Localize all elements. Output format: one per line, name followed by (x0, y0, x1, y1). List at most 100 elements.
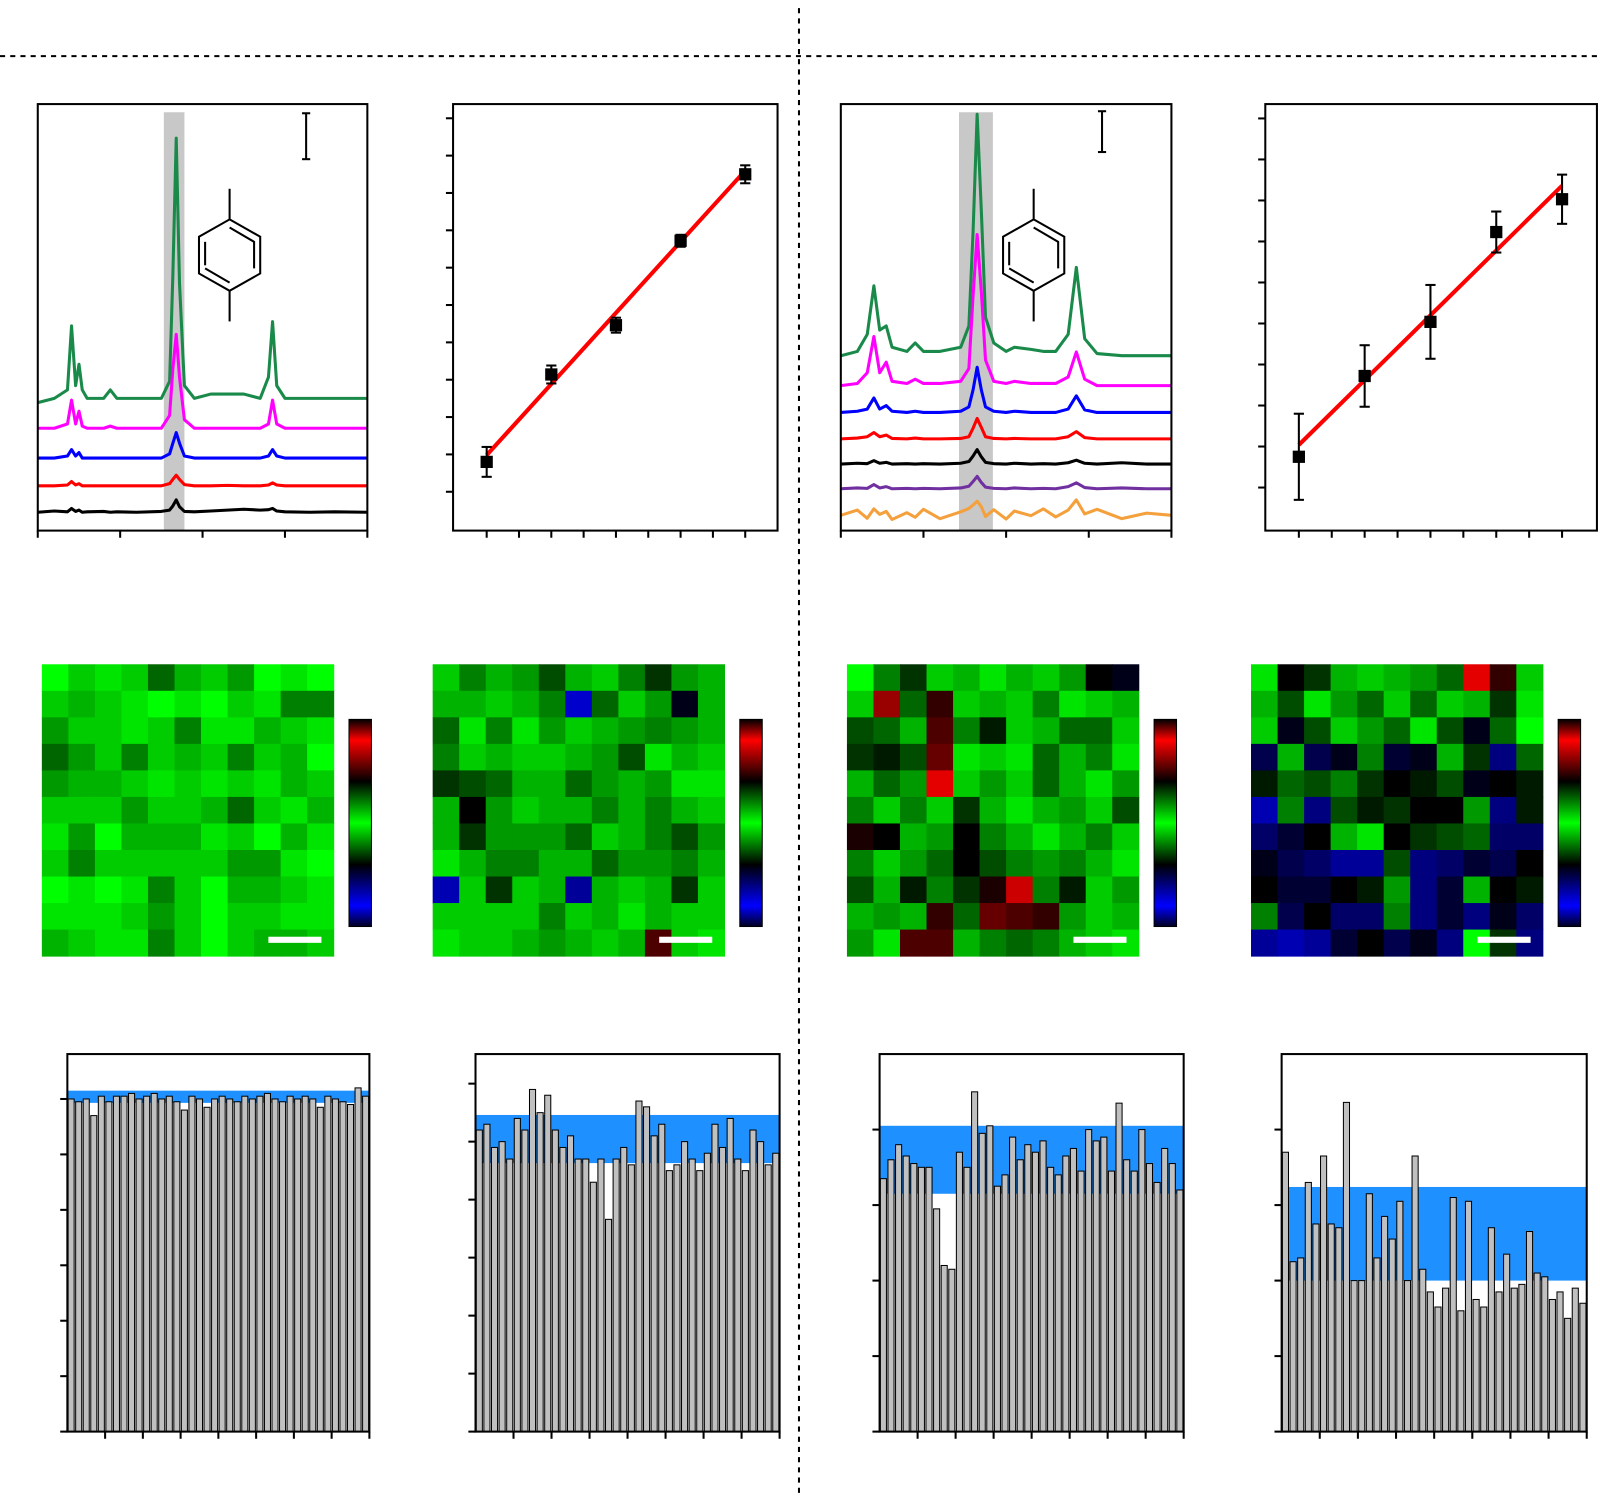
heatmap-cell (254, 743, 282, 771)
heatmap-cell (538, 717, 566, 745)
heatmap-cell (953, 690, 981, 718)
range-band (879, 1125, 1184, 1194)
bar (1016, 1159, 1024, 1433)
heatmap-cell (1330, 743, 1358, 771)
bar (316, 1106, 324, 1433)
heatmap-cell (671, 929, 699, 957)
heatmap-cell (1410, 664, 1438, 692)
bar (1092, 1140, 1100, 1433)
heatmap-cell (307, 717, 335, 745)
heatmap-cell (1489, 770, 1517, 798)
heatmap-cell (459, 717, 487, 745)
heatmap-cell (1489, 876, 1517, 904)
bar (1281, 1151, 1290, 1433)
heatmap-cell (899, 903, 928, 931)
heatmap-cell (1410, 770, 1438, 798)
bar (772, 1152, 780, 1433)
bar (362, 1095, 370, 1433)
heatmap-cell (1489, 796, 1517, 824)
heatmap-cell (485, 690, 513, 718)
bar (696, 1170, 704, 1433)
bar (582, 1158, 590, 1433)
heatmap-cell (68, 823, 96, 851)
heatmap-cell (485, 770, 513, 798)
heatmap-cell (846, 664, 874, 692)
bar (986, 1125, 994, 1433)
heatmap-cell (671, 796, 699, 824)
heatmap-cell (227, 876, 255, 904)
heatmap-cell (926, 876, 954, 904)
colorbar (348, 718, 372, 928)
heatmap-cell (644, 717, 672, 745)
bar (256, 1095, 264, 1433)
heatmap-cell (926, 929, 954, 957)
heatmap-cell (1516, 903, 1544, 931)
heatmap-cell (1436, 743, 1464, 771)
heatmap-cell (41, 903, 69, 931)
heatmap-cell (121, 796, 149, 824)
heatmap-cell (1032, 929, 1060, 957)
heatmap-cell (307, 849, 335, 878)
bar (1464, 1200, 1473, 1433)
heatmap-cell (671, 717, 699, 745)
bar (559, 1146, 567, 1433)
heatmap-cell (307, 903, 335, 931)
heatmap-cell (41, 823, 69, 851)
data-point (739, 168, 752, 181)
heatmap-cell (953, 849, 981, 878)
heatmap-cell (1112, 690, 1140, 718)
heatmap-cell (201, 849, 229, 878)
heatmap-cell (1304, 743, 1332, 771)
heatmap-cell (953, 929, 981, 957)
heatmap-cell (1112, 929, 1140, 957)
bar (1335, 1227, 1343, 1433)
heatmap-cell (1006, 849, 1034, 878)
bar (1373, 1257, 1381, 1433)
heatmap-cell (1112, 823, 1140, 851)
heatmap-cell (1112, 903, 1140, 931)
heatmap-cell (1304, 903, 1332, 931)
bar (1039, 1140, 1047, 1433)
heatmap-cell (432, 929, 460, 957)
bar (933, 1208, 941, 1433)
bar (286, 1095, 294, 1433)
heatmap-cell (1463, 664, 1491, 692)
heatmap-cell (307, 690, 335, 718)
heatmap-cell (1085, 876, 1113, 904)
heatmap-cell (697, 849, 726, 878)
bar (910, 1163, 918, 1433)
heatmap-cell (147, 664, 176, 692)
bar (879, 1178, 887, 1433)
bar (726, 1117, 734, 1433)
heatmap-cell (1489, 929, 1517, 957)
heatmap-cell (565, 849, 593, 878)
heatmap-cell (1489, 743, 1517, 771)
heatmap-cell (1251, 929, 1279, 957)
heatmap-cell (1383, 823, 1411, 851)
bar (483, 1123, 491, 1433)
bar (309, 1098, 317, 1433)
bar (627, 1164, 635, 1433)
bar (128, 1092, 136, 1433)
bar (1047, 1166, 1055, 1433)
heatmap-cell (926, 664, 954, 692)
heatmap-cell (697, 664, 726, 692)
heatmap-cell (979, 770, 1007, 798)
heatmap-cell (1410, 717, 1438, 745)
heatmap-cell (644, 743, 672, 771)
heatmap-cell (1463, 770, 1491, 798)
bar (1062, 1155, 1070, 1433)
axes-frame (66, 1053, 371, 1433)
heatmap-cell (1489, 717, 1517, 745)
heatmap-cell (459, 876, 487, 904)
heatmap-cell (1277, 717, 1305, 745)
heatmap-cell (1357, 664, 1385, 692)
heatmap-cell (1357, 823, 1385, 851)
bar (741, 1170, 749, 1433)
heatmap-cell (644, 876, 672, 904)
heatmap-cell (697, 823, 726, 851)
heatmap-cell (846, 690, 874, 718)
heatmap-cell (1463, 717, 1491, 745)
heatmap-cell (644, 929, 672, 957)
heatmap-cell (174, 849, 202, 878)
